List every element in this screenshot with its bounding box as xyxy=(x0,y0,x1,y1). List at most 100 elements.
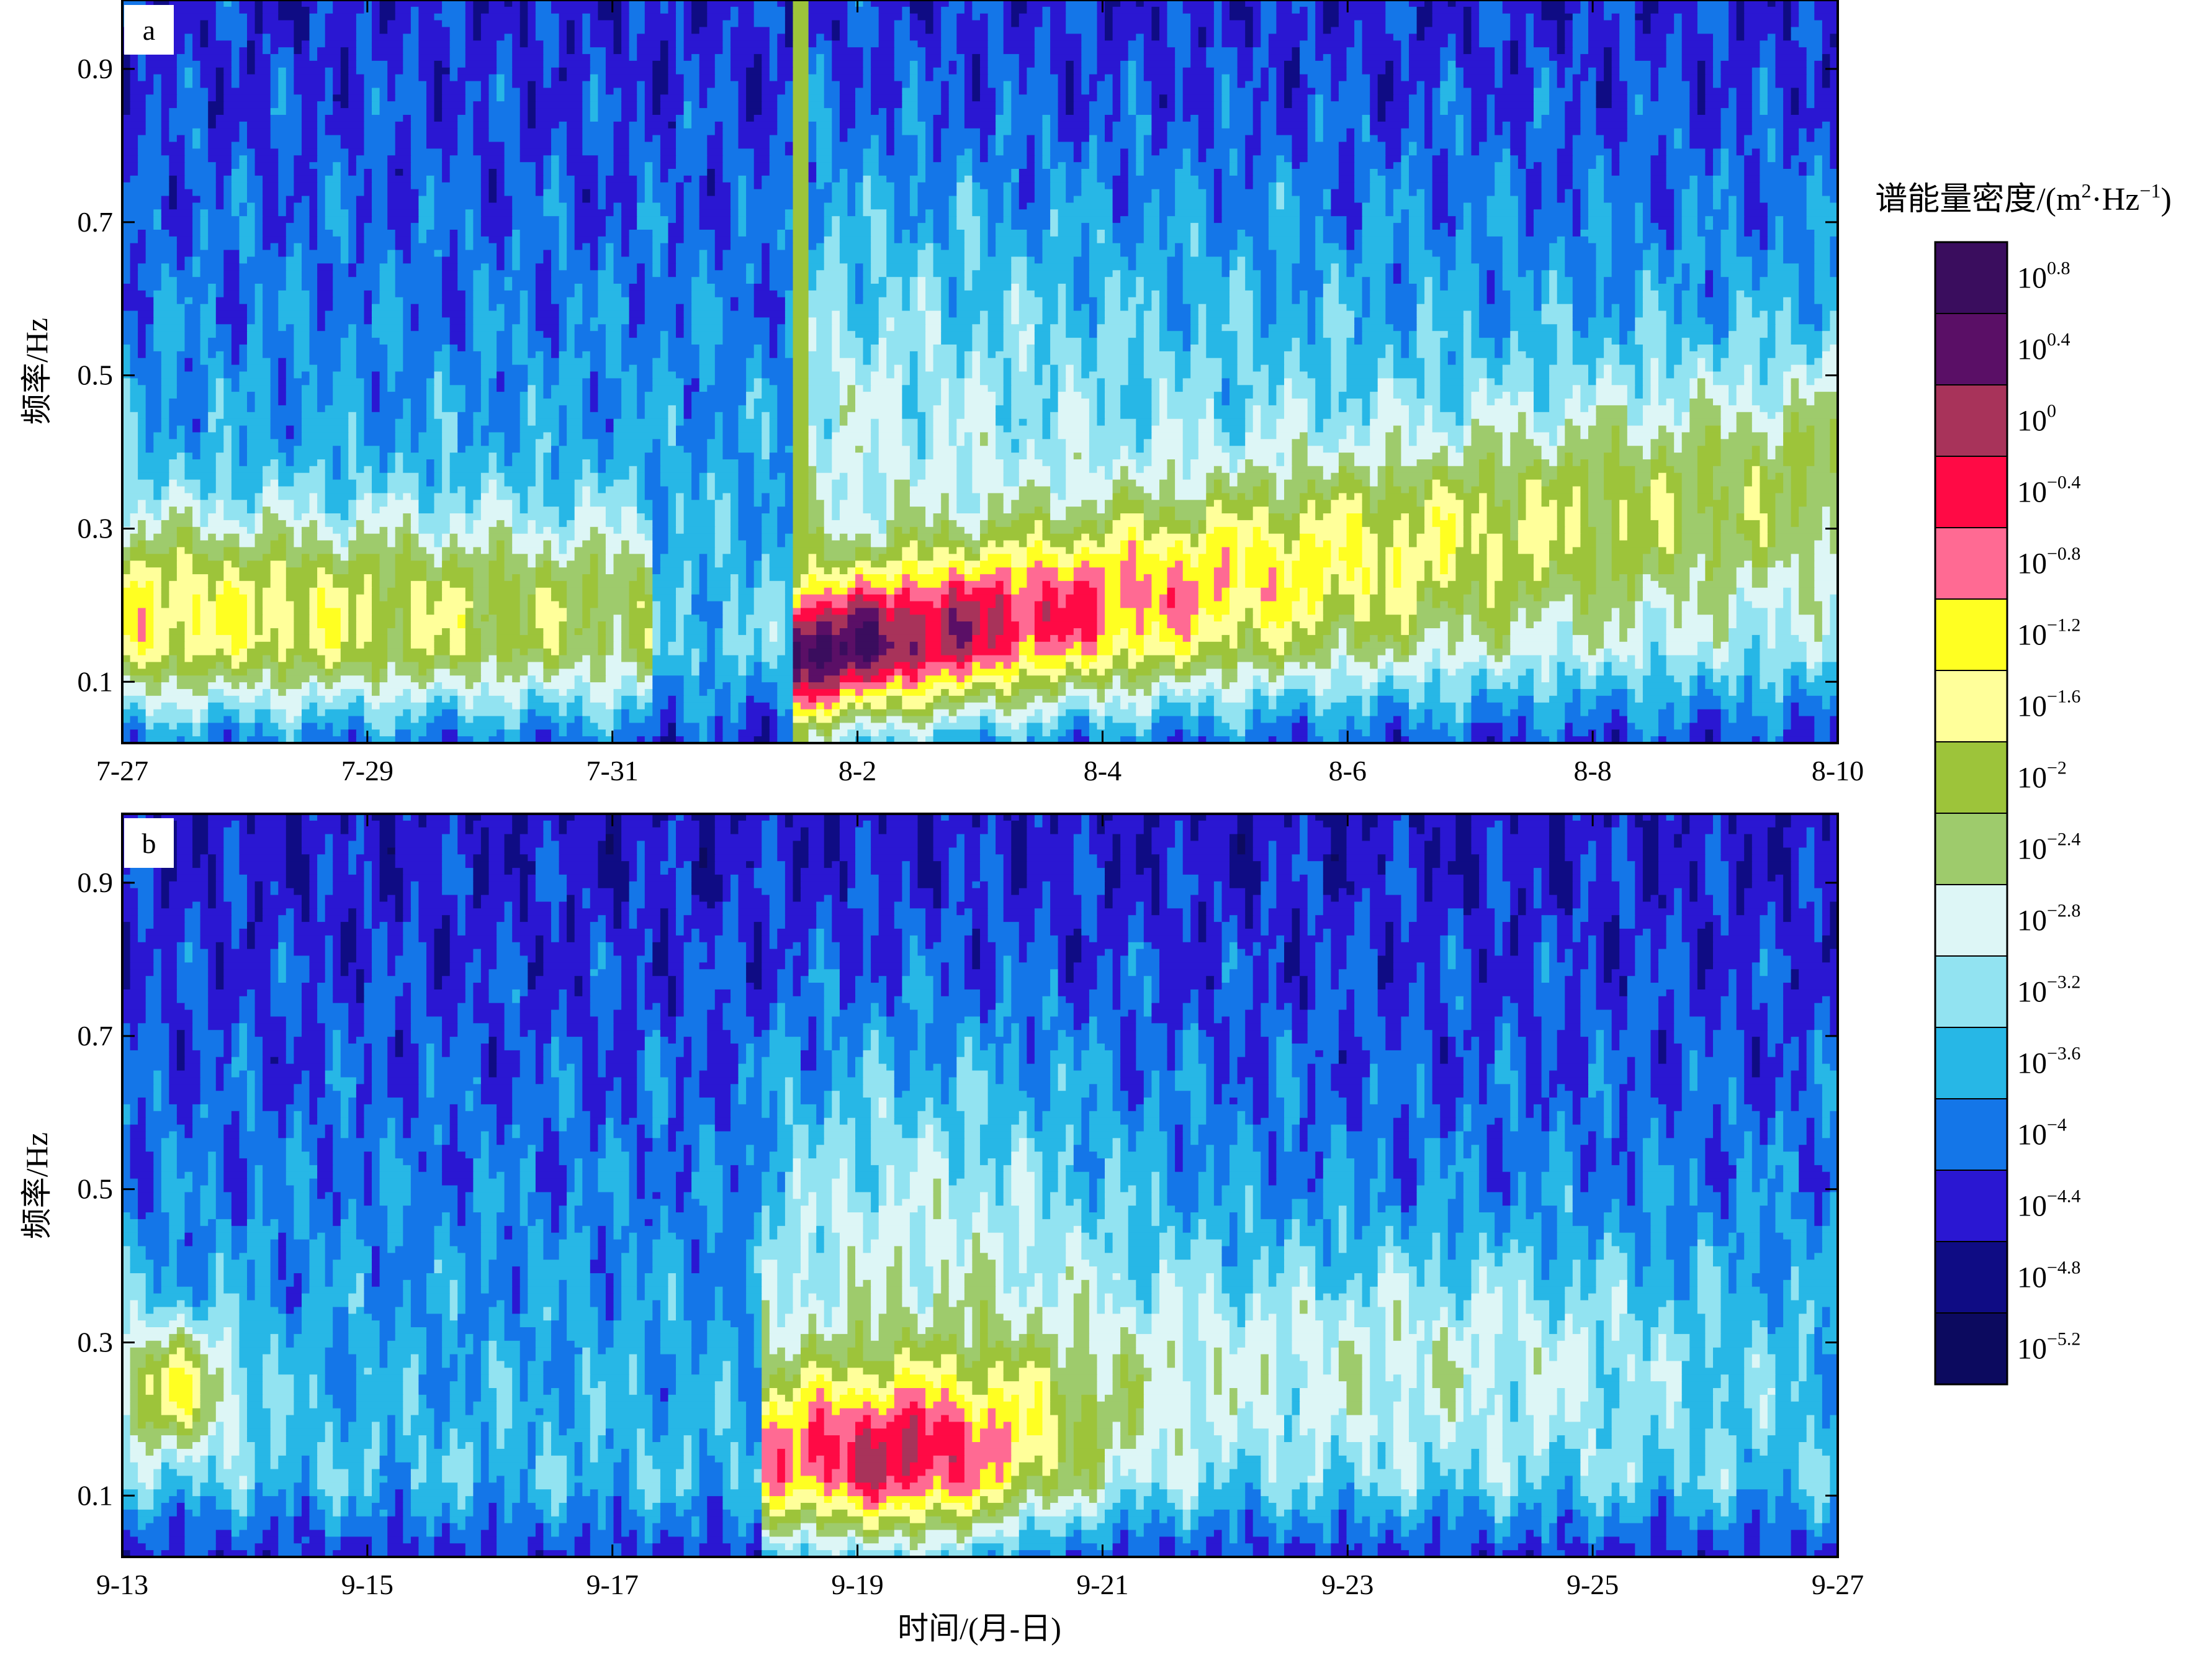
spectral-cell xyxy=(364,94,372,102)
spectral-cell xyxy=(1573,304,1597,312)
spectral-cell xyxy=(1768,237,1776,244)
spectral-cell xyxy=(1206,223,1269,230)
spectral-cell xyxy=(816,148,832,156)
spectral-cell xyxy=(1565,40,1573,48)
spectral-cell xyxy=(1573,291,1597,298)
spectral-cell xyxy=(1651,209,1675,217)
spectral-cell xyxy=(770,257,794,264)
spectral-cell xyxy=(333,270,349,277)
spectral-cell xyxy=(240,237,256,244)
spectral-cell xyxy=(278,304,310,312)
spectral-cell xyxy=(894,40,919,48)
spectral-cell xyxy=(536,284,552,291)
spectral-cell xyxy=(809,196,833,204)
spectral-cell xyxy=(286,284,302,291)
spectral-cell xyxy=(223,257,240,264)
spectral-cell xyxy=(395,88,427,96)
spectral-cell xyxy=(871,47,895,55)
spectral-cell xyxy=(645,115,677,122)
spectral-cell xyxy=(1050,7,1066,14)
spectral-cell xyxy=(1331,94,1339,102)
spectral-cell xyxy=(1580,88,1596,96)
spectral-cell xyxy=(1058,74,1066,82)
spectral-cell xyxy=(1198,223,1207,230)
spectral-cell xyxy=(481,196,489,204)
spectral-cell xyxy=(1214,135,1246,143)
spectral-cell xyxy=(1198,155,1207,163)
spectral-cell xyxy=(146,237,178,244)
spectral-cell xyxy=(824,250,840,258)
spectral-cell xyxy=(1814,88,1838,96)
spectral-cell xyxy=(1269,196,1277,204)
spectral-cell xyxy=(489,196,497,204)
spectral-cell xyxy=(1097,297,1105,305)
spectral-cell xyxy=(520,304,528,312)
spectral-cell xyxy=(333,297,364,305)
spectral-cell xyxy=(964,284,973,291)
spectral-cell xyxy=(1822,74,1830,82)
spectral-cell xyxy=(1432,108,1441,115)
spectral-cell xyxy=(1214,94,1222,102)
spectral-cell xyxy=(637,209,661,217)
spectral-cell xyxy=(816,176,832,183)
spectral-cell xyxy=(255,297,263,305)
spectral-cell xyxy=(1144,68,1176,75)
spectral-cell xyxy=(1721,81,1753,89)
spectral-cell xyxy=(1542,203,1573,210)
spectral-cell xyxy=(972,61,980,68)
spectral-cell xyxy=(1089,101,1113,109)
spectral-cell xyxy=(941,54,965,61)
spectral-cell xyxy=(1362,115,1370,122)
spectral-cell xyxy=(1705,101,1729,109)
spectral-cell xyxy=(122,277,130,284)
spectral-cell xyxy=(1729,101,1737,109)
spectral-cell xyxy=(1448,230,1456,237)
spectral-cell xyxy=(1214,216,1222,223)
spectral-cell xyxy=(294,88,325,96)
spectral-cell xyxy=(1799,14,1815,21)
spectral-cell xyxy=(1744,20,1784,28)
spectral-cell xyxy=(645,122,669,129)
spectral-cell xyxy=(1487,277,1495,284)
spectral-cell xyxy=(1472,108,1488,115)
spectral-cell xyxy=(1448,61,1456,68)
spectral-cell xyxy=(1737,142,1745,150)
spectral-cell xyxy=(1424,108,1432,115)
spectral-cell xyxy=(746,88,762,96)
spectral-cell xyxy=(310,243,318,251)
spectral-cell xyxy=(785,142,793,150)
spectral-cell xyxy=(512,257,520,264)
spectral-cell xyxy=(528,14,536,21)
spectral-cell xyxy=(1128,155,1136,163)
spectral-cell xyxy=(785,243,793,251)
spectral-cell xyxy=(1027,74,1058,82)
spectral-cell xyxy=(863,196,871,204)
spectral-cell xyxy=(1027,203,1051,210)
spectral-cell xyxy=(1393,74,1401,82)
spectral-cell xyxy=(956,297,1004,305)
spectral-cell xyxy=(715,169,723,176)
spectral-cell xyxy=(715,54,731,61)
spectral-cell xyxy=(1097,135,1105,143)
spectral-cell xyxy=(1666,155,1706,163)
spectral-cell xyxy=(1238,74,1254,82)
spectral-cell xyxy=(1814,61,1822,68)
spectral-cell xyxy=(777,68,793,75)
spectral-cell xyxy=(746,176,754,183)
spectral-cell xyxy=(1729,291,1737,298)
spectral-cell xyxy=(1393,88,1418,96)
spectral-cell xyxy=(731,196,739,204)
spectral-cell xyxy=(629,54,637,61)
spectral-cell xyxy=(240,284,256,291)
spectral-cell xyxy=(536,311,560,318)
spectral-cell xyxy=(1682,40,1714,48)
spectral-cell xyxy=(793,250,809,258)
spectral-cell xyxy=(886,115,894,122)
spectral-cell xyxy=(988,189,1004,197)
spectral-cell xyxy=(1744,148,1752,156)
spectral-cell xyxy=(317,230,333,237)
spectral-cell xyxy=(512,196,544,204)
spectral-cell xyxy=(1729,304,1737,312)
spectral-cell xyxy=(411,122,427,129)
spectral-cell xyxy=(1128,88,1136,96)
